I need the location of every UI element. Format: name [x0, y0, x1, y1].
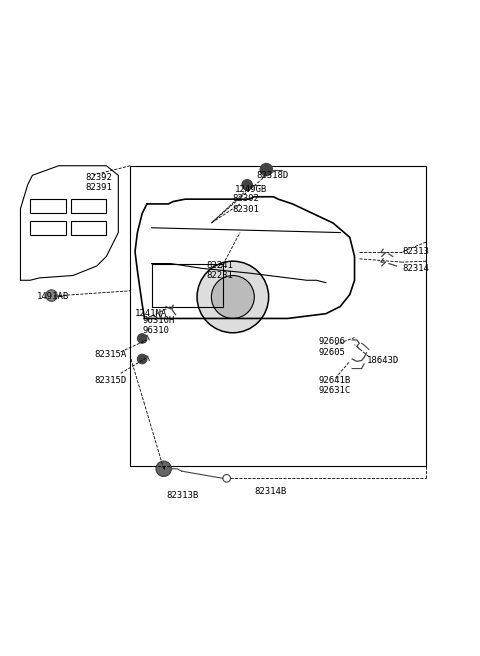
- Text: 82302
82301: 82302 82301: [233, 194, 260, 214]
- Bar: [30, 220, 66, 235]
- Text: 82314B: 82314B: [254, 487, 287, 496]
- Bar: [71, 199, 107, 213]
- Circle shape: [137, 334, 147, 343]
- Circle shape: [242, 180, 252, 190]
- Circle shape: [137, 354, 147, 364]
- Text: 82318D: 82318D: [257, 171, 289, 180]
- Bar: [71, 220, 107, 235]
- Text: 1491AB: 1491AB: [37, 293, 70, 302]
- Text: 82314: 82314: [402, 264, 429, 273]
- Text: 82313: 82313: [402, 247, 429, 256]
- Bar: [30, 199, 66, 213]
- Text: 82392
82391: 82392 82391: [85, 173, 112, 192]
- Circle shape: [260, 163, 273, 176]
- Text: 82315D: 82315D: [95, 376, 127, 385]
- Text: 82315A: 82315A: [95, 350, 127, 359]
- Text: 96310H
96310: 96310H 96310: [142, 316, 174, 335]
- Text: 82313B: 82313B: [166, 491, 198, 501]
- Text: 1249GB: 1249GB: [235, 185, 267, 194]
- Text: 1241NA: 1241NA: [135, 309, 167, 318]
- Circle shape: [223, 474, 230, 482]
- Text: 92606
92605: 92606 92605: [319, 337, 346, 357]
- Text: 18643D: 18643D: [366, 356, 399, 365]
- Text: 82241
82231: 82241 82231: [206, 261, 233, 280]
- Circle shape: [211, 276, 254, 318]
- Circle shape: [46, 290, 57, 301]
- Text: 92641B
92631C: 92641B 92631C: [319, 376, 351, 395]
- Circle shape: [156, 461, 171, 476]
- Circle shape: [197, 261, 269, 333]
- Bar: [130, 166, 426, 466]
